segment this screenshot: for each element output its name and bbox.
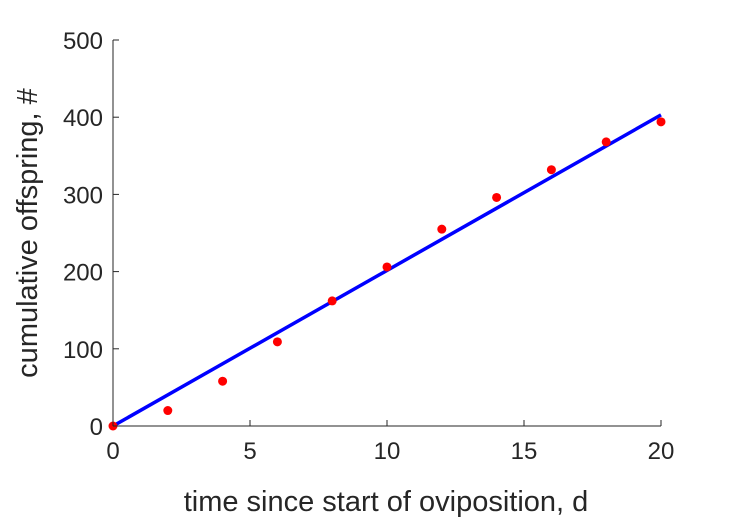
x-tick-label: 5 (243, 438, 256, 465)
x-axis-label: time since start of oviposition, d (184, 486, 589, 518)
data-point (601, 137, 611, 147)
y-tick-label: 400 (63, 105, 103, 132)
x-tick-label: 0 (106, 438, 119, 465)
data-point (163, 406, 173, 416)
data-point (327, 296, 337, 306)
y-tick-label: 100 (63, 337, 103, 364)
y-tick-label: 200 (63, 260, 103, 287)
data-point (546, 165, 556, 175)
data-point (656, 117, 666, 127)
x-tick-label: 15 (511, 438, 538, 465)
plot-area (108, 113, 666, 431)
y-tick-label: 500 (63, 28, 103, 55)
data-point (437, 224, 447, 234)
x-tick-label: 20 (648, 438, 675, 465)
x-tick-label: 10 (374, 438, 401, 465)
y-tick-label: 0 (90, 414, 103, 441)
data-point (492, 192, 502, 202)
data-point (218, 376, 228, 386)
data-point (382, 262, 392, 272)
y-axis-label: cumulative offspring, # (12, 88, 44, 378)
y-tick-label: 300 (63, 182, 103, 209)
data-point (272, 337, 282, 347)
